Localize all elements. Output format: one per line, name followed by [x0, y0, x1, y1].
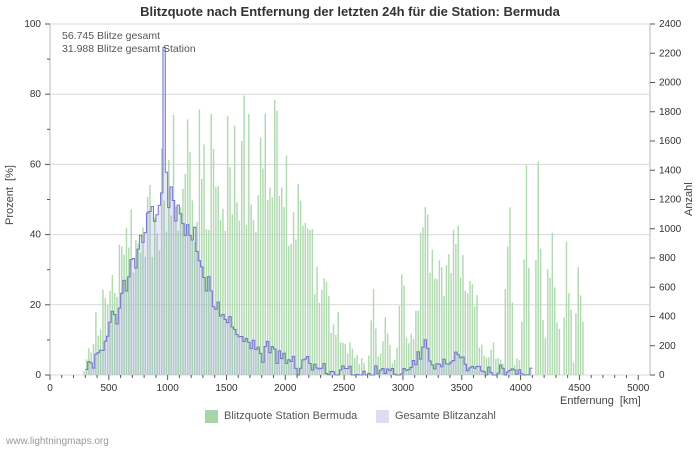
svg-text:500: 500	[100, 383, 117, 394]
svg-text:100: 100	[24, 19, 41, 30]
svg-text:1200: 1200	[659, 195, 682, 206]
svg-text:0: 0	[659, 370, 665, 381]
svg-text:200: 200	[659, 341, 676, 352]
svg-text:80: 80	[30, 89, 42, 100]
svg-text:1800: 1800	[659, 107, 682, 118]
svg-text:2000: 2000	[274, 383, 297, 394]
svg-text:2200: 2200	[659, 48, 682, 59]
svg-text:4500: 4500	[568, 383, 591, 394]
svg-text:60: 60	[30, 159, 42, 170]
svg-text:400: 400	[659, 312, 676, 323]
svg-text:2400: 2400	[659, 19, 682, 30]
svg-text:1000: 1000	[157, 383, 180, 394]
svg-text:1000: 1000	[659, 224, 682, 235]
svg-text:4000: 4000	[509, 383, 532, 394]
svg-text:600: 600	[659, 282, 676, 293]
svg-text:1400: 1400	[659, 165, 682, 176]
svg-text:1500: 1500	[215, 383, 238, 394]
svg-text:3500: 3500	[451, 383, 474, 394]
svg-text:5000: 5000	[627, 383, 650, 394]
svg-text:3000: 3000	[392, 383, 415, 394]
svg-text:0: 0	[47, 383, 53, 394]
svg-text:40: 40	[30, 230, 42, 241]
svg-text:1600: 1600	[659, 136, 682, 147]
svg-text:2000: 2000	[659, 78, 682, 89]
svg-text:20: 20	[30, 300, 42, 311]
svg-text:800: 800	[659, 253, 676, 264]
svg-text:2500: 2500	[333, 383, 356, 394]
svg-text:0: 0	[35, 370, 41, 381]
